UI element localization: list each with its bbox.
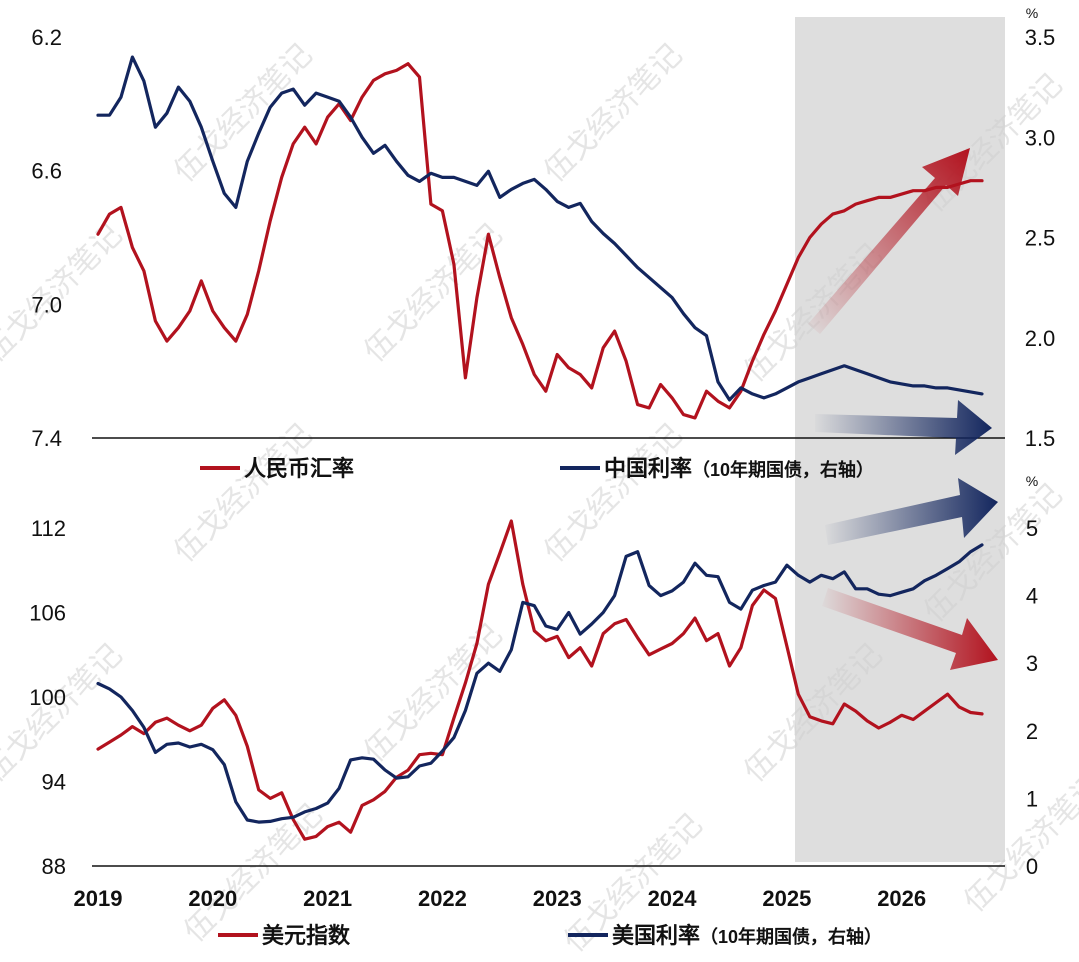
x-tick-label: 2021 — [303, 886, 352, 911]
legend-us-rate-note: （10年期国债，右轴） — [700, 926, 882, 947]
y-tick-label: 3 — [1026, 651, 1038, 676]
y-tick-label: 4 — [1026, 584, 1038, 609]
x-tick-label: 2022 — [418, 886, 467, 911]
x-tick-label: 2025 — [762, 886, 811, 911]
y-tick-label: 2.0 — [1025, 326, 1056, 351]
legend-label-dxy: 美元指数 — [262, 923, 351, 948]
y-tick-label: 1 — [1026, 786, 1038, 811]
bottom-left-axis-ticks: 112 106 100 94 88 — [29, 516, 66, 879]
rmb-up-arrow — [808, 148, 970, 334]
y-tick-label: 3.5 — [1025, 25, 1056, 50]
y-tick-label: 1.5 — [1025, 426, 1056, 451]
watermark-text: 伍戈经济笔记 — [168, 38, 319, 189]
series-line-rmb — [96, 62, 984, 420]
series-line-china-rate — [96, 55, 984, 402]
x-tick-label: 2020 — [188, 886, 237, 911]
top-left-axis-ticks: 6.2 6.6 7.0 7.4 — [31, 25, 62, 451]
watermark-text: 伍戈经济笔记 — [168, 418, 319, 569]
legend-label-rmb: 人民币汇率 — [244, 456, 354, 481]
bottom-right-unit-label: % — [1026, 473, 1038, 489]
legend-china-rate-note: （10年期国债，右轴） — [692, 459, 874, 480]
bottom-legend: 美元指数 美国利率（10年期国债，右轴） — [218, 923, 882, 948]
watermark-text: 伍戈经济笔记 — [538, 418, 689, 569]
dxy-right-arrow — [822, 588, 998, 670]
top-right-axis-ticks: 3.5 3.0 2.5 2.0 1.5 — [1025, 25, 1056, 451]
y-tick-label: 94 — [42, 770, 66, 795]
x-tick-label: 2026 — [877, 886, 926, 911]
watermark-text: 伍戈经济笔记 — [538, 38, 689, 189]
legend-label-china-rate: 中国利率（10年期国债，右轴） — [604, 456, 874, 481]
series-line-dxy — [96, 519, 984, 841]
x-tick-label: 2023 — [533, 886, 582, 911]
watermark-text: 伍戈经济笔记 — [0, 218, 129, 369]
y-tick-label: 106 — [29, 601, 66, 626]
bottom-right-axis-ticks: 5 4 3 2 1 0 — [1026, 516, 1038, 879]
x-tick-label: 2024 — [648, 886, 698, 911]
y-tick-label: 3.0 — [1025, 125, 1056, 150]
y-tick-label: 100 — [29, 685, 66, 710]
legend-us-rate-main: 美国利率 — [612, 923, 700, 948]
y-tick-label: 2.5 — [1025, 226, 1056, 251]
watermark-text: 伍戈经济笔记 — [358, 618, 509, 769]
legend-label-us-rate: 美国利率（10年期国债，右轴） — [612, 923, 882, 948]
us-rate-right-arrow — [825, 478, 998, 545]
y-tick-label: 7.0 — [31, 292, 62, 317]
series-layer — [96, 55, 984, 841]
china-rate-right-arrow — [815, 400, 992, 455]
y-tick-label: 0 — [1026, 854, 1038, 879]
top-right-unit-label: % — [1026, 5, 1038, 21]
series-line-us-rate — [96, 543, 984, 824]
x-axis-ticks: 2019 2020 2021 2022 2023 2024 2025 2026 — [74, 886, 927, 911]
watermark-text: 伍戈经济笔记 — [0, 638, 129, 789]
y-tick-label: 7.4 — [31, 426, 62, 451]
y-tick-label: 5 — [1026, 516, 1038, 541]
y-tick-label: 88 — [42, 854, 66, 879]
x-tick-label: 2019 — [74, 886, 123, 911]
y-tick-label: 2 — [1026, 719, 1038, 744]
top-legend: 人民币汇率 中国利率（10年期国债，右轴） — [200, 456, 874, 481]
y-tick-label: 6.6 — [31, 159, 62, 184]
y-tick-label: 6.2 — [31, 25, 62, 50]
y-tick-label: 112 — [31, 516, 66, 541]
legend-china-rate-main: 中国利率 — [604, 456, 692, 481]
